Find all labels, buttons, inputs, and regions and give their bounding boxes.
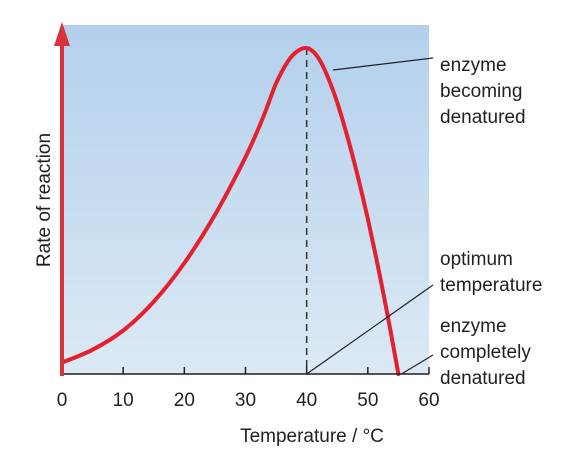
x-axis-ticks: 0 10 20 30 40 50 60: [57, 367, 440, 411]
plot-background: [62, 25, 429, 374]
x-tick-label: 50: [357, 390, 378, 411]
x-tick-label: 20: [174, 390, 195, 411]
x-tick-label: 30: [235, 390, 256, 411]
x-tick-label: 0: [57, 390, 68, 411]
x-tick-label: 60: [418, 390, 439, 411]
rate-curve: [60, 45, 401, 376]
annotation-leaders: [306, 57, 434, 375]
annotation-leader-line: [401, 354, 434, 375]
annotation-label: optimum temperature: [440, 249, 542, 296]
x-tick-label: 10: [113, 390, 134, 411]
y-axis-arrowhead: [54, 22, 70, 46]
y-axis-title: Rate of reaction: [34, 133, 55, 267]
annotation-label: enzyme becoming denatured: [440, 55, 526, 128]
annotation-leader-line: [306, 284, 434, 375]
annotation-label: enzyme completely denatured: [440, 316, 531, 389]
x-axis-title: Temperature / °C: [240, 426, 384, 447]
x-tick-label: 40: [296, 390, 317, 411]
annotations: enzyme becoming denatured optimum temperatur…: [440, 55, 542, 389]
annotation-leader-line: [332, 57, 434, 71]
